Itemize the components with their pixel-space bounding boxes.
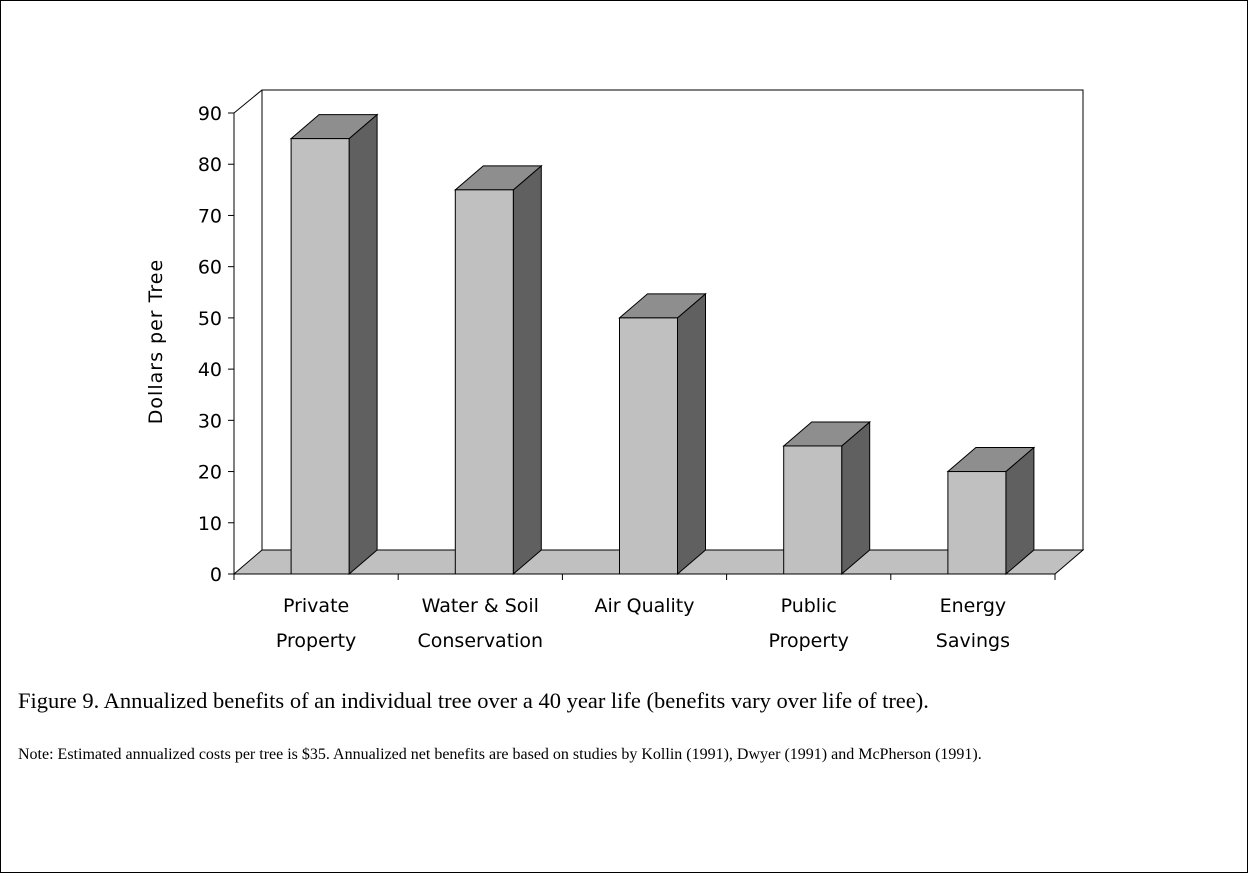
bar-chart: 0 10 20 30 40 50 60 70 80 90 Dollars per Tree Priva…: [145, 89, 1085, 652]
bar-front: [454, 189, 514, 575]
bar-side: [512, 164, 542, 576]
bar-front: [619, 317, 678, 575]
y-tick-label: 20: [198, 462, 222, 484]
bar-front: [290, 138, 350, 575]
figure-caption: Figure 9. Annualized benefits of an indi…: [18, 688, 929, 713]
y-tick-label: 10: [198, 513, 222, 535]
bar-side: [841, 420, 871, 576]
x-tick-label: Property: [276, 630, 356, 652]
bar: [289, 113, 379, 576]
y-tick-label: 70: [198, 205, 222, 227]
x-tick-label: Property: [768, 630, 848, 652]
x-tick-label: Savings: [936, 630, 1010, 652]
bar: [946, 446, 1036, 576]
y-tick-label: 30: [198, 410, 222, 432]
bar: [782, 420, 872, 576]
x-tick-label: Air Quality: [594, 595, 694, 617]
y-tick-label: 80: [198, 154, 222, 176]
x-tick-label: Private: [283, 595, 349, 617]
bar-side: [348, 113, 378, 576]
bar-front: [783, 445, 843, 575]
figure-note: Note: Estimated annualized costs per tre…: [18, 746, 982, 763]
bar: [453, 164, 543, 576]
y-tick-label: 0: [210, 564, 222, 586]
x-tick-label: Energy: [940, 595, 1007, 617]
bar-front: [947, 471, 1007, 575]
x-tick-label: Conservation: [417, 630, 543, 652]
y-tick-label: 90: [198, 103, 222, 125]
y-axis-title: Dollars per Tree: [145, 259, 167, 424]
x-tick-label: Water & Soil: [422, 595, 539, 617]
bar-side: [677, 292, 706, 576]
y-tick-label: 60: [198, 257, 222, 279]
side-wall-top-edge: [233, 89, 263, 114]
y-tick-label: 50: [198, 308, 222, 330]
bar: [618, 292, 707, 576]
x-tick-label: Public: [781, 595, 837, 617]
y-tick-label: 40: [198, 359, 222, 381]
